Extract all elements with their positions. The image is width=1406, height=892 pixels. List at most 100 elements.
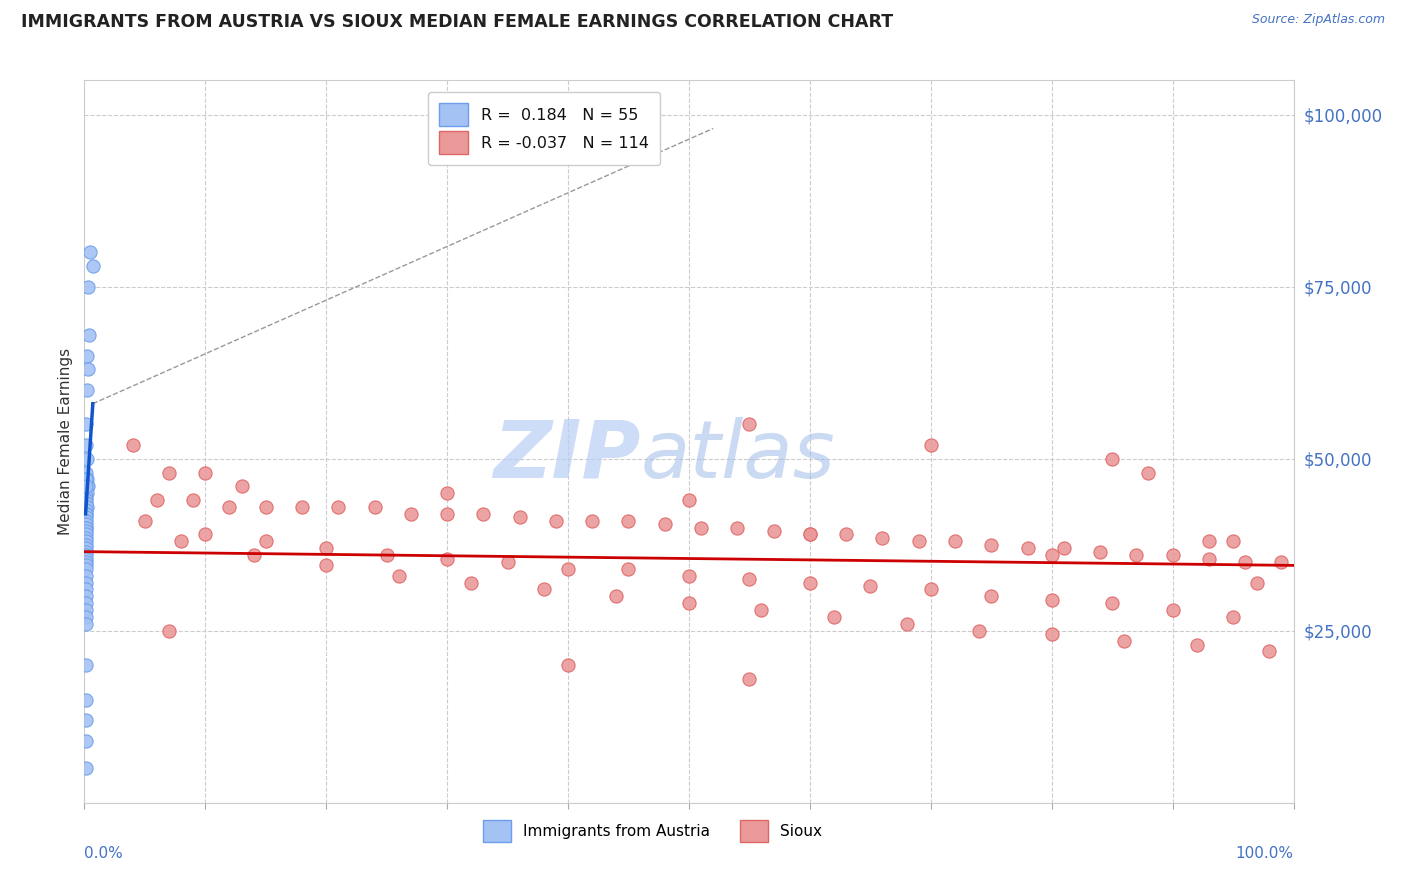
Point — [557, 658, 579, 673]
Point — [75, 524, 97, 538]
Point — [678, 568, 700, 582]
Point — [254, 500, 277, 514]
Point — [75, 517, 97, 532]
Point — [75, 568, 97, 582]
Point — [799, 527, 821, 541]
Point — [75, 558, 97, 573]
Point — [859, 579, 882, 593]
Point — [1258, 644, 1281, 658]
Point — [76, 349, 98, 363]
Point — [738, 417, 761, 432]
Point — [617, 562, 640, 576]
Point — [242, 548, 264, 562]
Point — [75, 538, 97, 552]
Point — [835, 527, 858, 541]
Point — [1101, 596, 1123, 610]
Text: IMMIGRANTS FROM AUSTRIA VS SIOUX MEDIAN FEMALE EARNINGS CORRELATION CHART: IMMIGRANTS FROM AUSTRIA VS SIOUX MEDIAN … — [21, 13, 893, 31]
Point — [75, 527, 97, 541]
Point — [544, 514, 567, 528]
Point — [872, 531, 894, 545]
Point — [254, 534, 277, 549]
Point — [1161, 603, 1184, 617]
Point — [980, 590, 1002, 604]
Point — [76, 383, 98, 397]
Text: atlas: atlas — [641, 417, 835, 495]
Point — [76, 486, 98, 500]
Point — [315, 558, 337, 573]
Point — [1198, 534, 1220, 549]
Point — [1234, 555, 1257, 569]
Point — [1040, 592, 1063, 607]
Point — [1017, 541, 1039, 556]
Point — [980, 538, 1002, 552]
Point — [1088, 544, 1111, 558]
Point — [751, 603, 773, 617]
Point — [77, 327, 100, 342]
Point — [75, 761, 97, 775]
Point — [363, 500, 385, 514]
Point — [76, 451, 98, 466]
Point — [181, 493, 204, 508]
Point — [678, 493, 700, 508]
Point — [738, 572, 761, 586]
Point — [75, 534, 97, 549]
Point — [436, 551, 458, 566]
Point — [920, 582, 942, 597]
Point — [75, 417, 97, 432]
Point — [121, 438, 143, 452]
Point — [75, 520, 97, 534]
Point — [460, 575, 482, 590]
Point — [328, 500, 350, 514]
Point — [77, 279, 100, 293]
Point — [509, 510, 531, 524]
Point — [375, 548, 398, 562]
Point — [496, 555, 519, 569]
Point — [231, 479, 253, 493]
Point — [194, 466, 217, 480]
Point — [75, 575, 97, 590]
Point — [920, 438, 942, 452]
Point — [75, 472, 97, 486]
Point — [194, 527, 217, 541]
Point — [146, 493, 169, 508]
Point — [75, 541, 97, 556]
Point — [75, 658, 97, 673]
Point — [738, 672, 761, 686]
Point — [557, 562, 579, 576]
Point — [762, 524, 785, 538]
Point — [291, 500, 314, 514]
Point — [388, 568, 411, 582]
Point — [617, 514, 640, 528]
Point — [725, 520, 748, 534]
Point — [75, 590, 97, 604]
Point — [75, 555, 97, 569]
Point — [218, 500, 240, 514]
Point — [1198, 551, 1220, 566]
Point — [654, 517, 676, 532]
Point — [77, 362, 100, 376]
Point — [678, 596, 700, 610]
Point — [1125, 548, 1147, 562]
Point — [896, 616, 918, 631]
Point — [75, 544, 97, 558]
Point — [170, 534, 193, 549]
Text: Source: ZipAtlas.com: Source: ZipAtlas.com — [1251, 13, 1385, 27]
Point — [75, 510, 97, 524]
Point — [75, 483, 97, 497]
Point — [75, 692, 97, 706]
Point — [1161, 548, 1184, 562]
Point — [75, 503, 97, 517]
Point — [75, 531, 97, 545]
Point — [315, 541, 337, 556]
Point — [79, 245, 101, 260]
Point — [76, 472, 98, 486]
Point — [690, 520, 713, 534]
Point — [799, 527, 821, 541]
Point — [1114, 634, 1136, 648]
Point — [436, 507, 458, 521]
Point — [75, 734, 97, 748]
Point — [1222, 534, 1244, 549]
Point — [75, 514, 97, 528]
Point — [75, 438, 97, 452]
Point — [533, 582, 555, 597]
